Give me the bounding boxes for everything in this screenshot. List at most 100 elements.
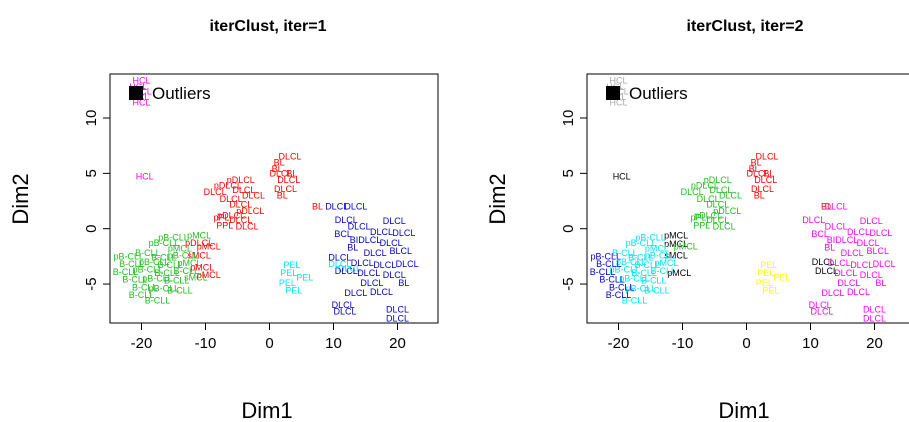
data-point: pMCL bbox=[190, 262, 214, 272]
data-point: DLCL bbox=[821, 288, 844, 298]
data-point: pMCL bbox=[664, 239, 688, 249]
data-point: DLCL bbox=[360, 278, 383, 288]
data-point: DLCL bbox=[277, 175, 300, 185]
y-tick-label: -5 bbox=[83, 277, 100, 290]
data-point: HCL bbox=[136, 172, 154, 182]
data-point: PEL bbox=[773, 272, 790, 282]
data-point: pDLCL bbox=[217, 210, 245, 220]
data-point: B-CLL bbox=[631, 268, 657, 278]
data-point: B-CLL bbox=[113, 267, 139, 277]
data-point: pDLCL bbox=[185, 238, 213, 248]
data-point: DLCL bbox=[351, 258, 374, 268]
data-point: BL bbox=[749, 164, 760, 174]
data-point: BIDLCL bbox=[350, 235, 382, 245]
data-point: DLCL bbox=[270, 168, 293, 178]
data-point: DLCL bbox=[713, 221, 736, 231]
chart-2-x-axis-title: Dim1 bbox=[718, 398, 769, 422]
data-point: PEL bbox=[280, 268, 297, 278]
data-point: BL bbox=[751, 157, 762, 167]
chart-2-legend-outliers-marker bbox=[606, 86, 620, 100]
data-point: HCL bbox=[609, 98, 627, 108]
data-point: DLCL bbox=[364, 248, 387, 258]
data-point: DLCL bbox=[837, 278, 860, 288]
data-point: pDLCL bbox=[691, 181, 719, 191]
data-point: B-CLL bbox=[119, 259, 145, 269]
data-point: DLCL bbox=[857, 238, 880, 248]
data-point: BL bbox=[274, 157, 285, 167]
data-point: BL bbox=[272, 164, 283, 174]
data-point: BCL bbox=[811, 229, 829, 239]
data-point: DLCL bbox=[335, 266, 358, 276]
data-point: B-CLL bbox=[590, 267, 616, 277]
data-point: PEL bbox=[283, 260, 300, 270]
data-point: sMCL bbox=[184, 272, 208, 282]
chart-panel-1: iterClust, iter=1 -20 -10 0 10 20 -5 0 5 10 HCL… bbox=[8, 18, 439, 422]
data-point: B-CLL bbox=[612, 248, 638, 258]
data-point: HCL bbox=[132, 75, 150, 85]
data-point: DLCL bbox=[242, 190, 265, 200]
chart-2-title: iterClust, iter=2 bbox=[687, 18, 804, 35]
data-point: pB-CLL bbox=[113, 251, 144, 261]
data-point: DLCL bbox=[229, 215, 252, 225]
data-point: DLCL bbox=[751, 184, 774, 194]
data-point: DLCL bbox=[825, 202, 848, 212]
data-point: PPL bbox=[693, 220, 710, 230]
data-point: DLCL bbox=[747, 168, 770, 178]
data-point: DLCL bbox=[847, 227, 870, 237]
data-point: pPL bbox=[690, 213, 706, 223]
data-point: DLCL bbox=[334, 307, 357, 317]
data-point: pMCL bbox=[664, 230, 688, 240]
x-tick-label: 0 bbox=[265, 335, 273, 352]
data-point: pPL bbox=[213, 213, 229, 223]
x-tick-label: -20 bbox=[608, 335, 630, 352]
data-point: DLCL bbox=[274, 184, 297, 194]
data-point: DLCL bbox=[825, 221, 848, 231]
data-point: B-CLL bbox=[122, 275, 148, 285]
data-point: DLCL bbox=[802, 215, 825, 225]
chart-2-legend-outliers-label: Outliers bbox=[629, 84, 688, 103]
data-point: sMCL bbox=[187, 250, 211, 260]
chart-1-legend-outliers-label: Outliers bbox=[152, 84, 211, 103]
data-point: DLCL bbox=[863, 313, 886, 323]
data-point: pDLCL bbox=[227, 175, 255, 185]
x-tick-label: -20 bbox=[131, 335, 153, 352]
data-point: DLCL bbox=[370, 287, 393, 297]
data-point: B-CLL bbox=[158, 260, 184, 270]
data-point: DLCL bbox=[335, 215, 358, 225]
data-point: DLCL bbox=[811, 307, 834, 317]
data-point: DLCL bbox=[396, 259, 419, 269]
chart-2-x-axis: -20 -10 0 10 20 bbox=[608, 322, 883, 352]
y-tick-label: -5 bbox=[560, 277, 577, 290]
data-point: DLCL bbox=[232, 185, 255, 195]
data-point: DLCL bbox=[338, 264, 361, 274]
y-tick-label: 0 bbox=[83, 225, 100, 233]
data-point: pDLCL bbox=[214, 181, 242, 191]
data-point: HCL bbox=[613, 172, 631, 182]
data-point: DLCL bbox=[719, 190, 742, 200]
chart-1-title: iterClust, iter=1 bbox=[210, 18, 327, 35]
data-point: DLCL bbox=[383, 216, 406, 226]
data-point: DLCL bbox=[325, 202, 348, 212]
x-tick-label: -10 bbox=[672, 335, 694, 352]
data-point: pB-CLL bbox=[158, 233, 189, 243]
x-tick-label: -10 bbox=[195, 335, 217, 352]
data-point: B-CLL bbox=[635, 260, 661, 270]
data-point: DLCL bbox=[850, 260, 873, 270]
data-point: PEL bbox=[756, 278, 773, 288]
data-point: DLCL bbox=[328, 252, 351, 262]
data-point: DLCL bbox=[236, 221, 259, 231]
data-point: B-CLL bbox=[151, 252, 177, 262]
data-point: DLCL bbox=[754, 175, 777, 185]
data-point: pB-CLL bbox=[149, 238, 180, 248]
data-point: pMCL bbox=[168, 244, 192, 254]
data-point: DLCL bbox=[373, 260, 396, 270]
data-point: sMCL bbox=[664, 250, 688, 260]
data-point: DLCL bbox=[873, 259, 896, 269]
data-point: pMCL bbox=[654, 258, 678, 268]
data-point: pDLCL bbox=[694, 210, 722, 220]
data-point: DLCL bbox=[204, 187, 227, 197]
data-point: pB-CLL bbox=[616, 257, 647, 267]
data-point: B-CLL bbox=[596, 259, 622, 269]
chart-1-points: HCLHCLHCLHCLHCLHCLBLBLDLCLDLCLBLDLCLDLCL… bbox=[113, 75, 419, 323]
